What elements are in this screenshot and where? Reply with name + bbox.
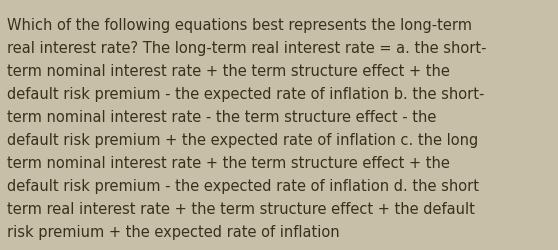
Text: term nominal interest rate + the term structure effect + the: term nominal interest rate + the term st… [7, 64, 450, 78]
Text: default risk premium + the expected rate of inflation c. the long: default risk premium + the expected rate… [7, 132, 479, 148]
Text: real interest rate? The long-term real interest rate = a. the short-: real interest rate? The long-term real i… [7, 40, 487, 56]
Text: risk premium + the expected rate of inflation: risk premium + the expected rate of infl… [7, 224, 340, 240]
Text: term nominal interest rate + the term structure effect + the: term nominal interest rate + the term st… [7, 156, 450, 170]
Text: term real interest rate + the term structure effect + the default: term real interest rate + the term struc… [7, 202, 475, 216]
Text: Which of the following equations best represents the long-term: Which of the following equations best re… [7, 18, 472, 32]
Text: default risk premium - the expected rate of inflation b. the short-: default risk premium - the expected rate… [7, 86, 485, 102]
Text: term nominal interest rate - the term structure effect - the: term nominal interest rate - the term st… [7, 110, 436, 124]
Text: default risk premium - the expected rate of inflation d. the short: default risk premium - the expected rate… [7, 178, 479, 194]
